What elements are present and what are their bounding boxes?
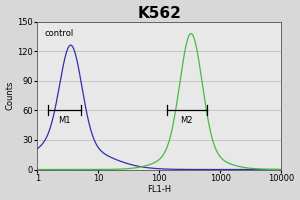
Text: M2: M2 xyxy=(181,116,193,125)
Text: M1: M1 xyxy=(58,116,71,125)
Text: control: control xyxy=(44,29,74,38)
Title: K562: K562 xyxy=(137,6,181,21)
Y-axis label: Counts: Counts xyxy=(6,81,15,110)
X-axis label: FL1-H: FL1-H xyxy=(147,185,171,194)
